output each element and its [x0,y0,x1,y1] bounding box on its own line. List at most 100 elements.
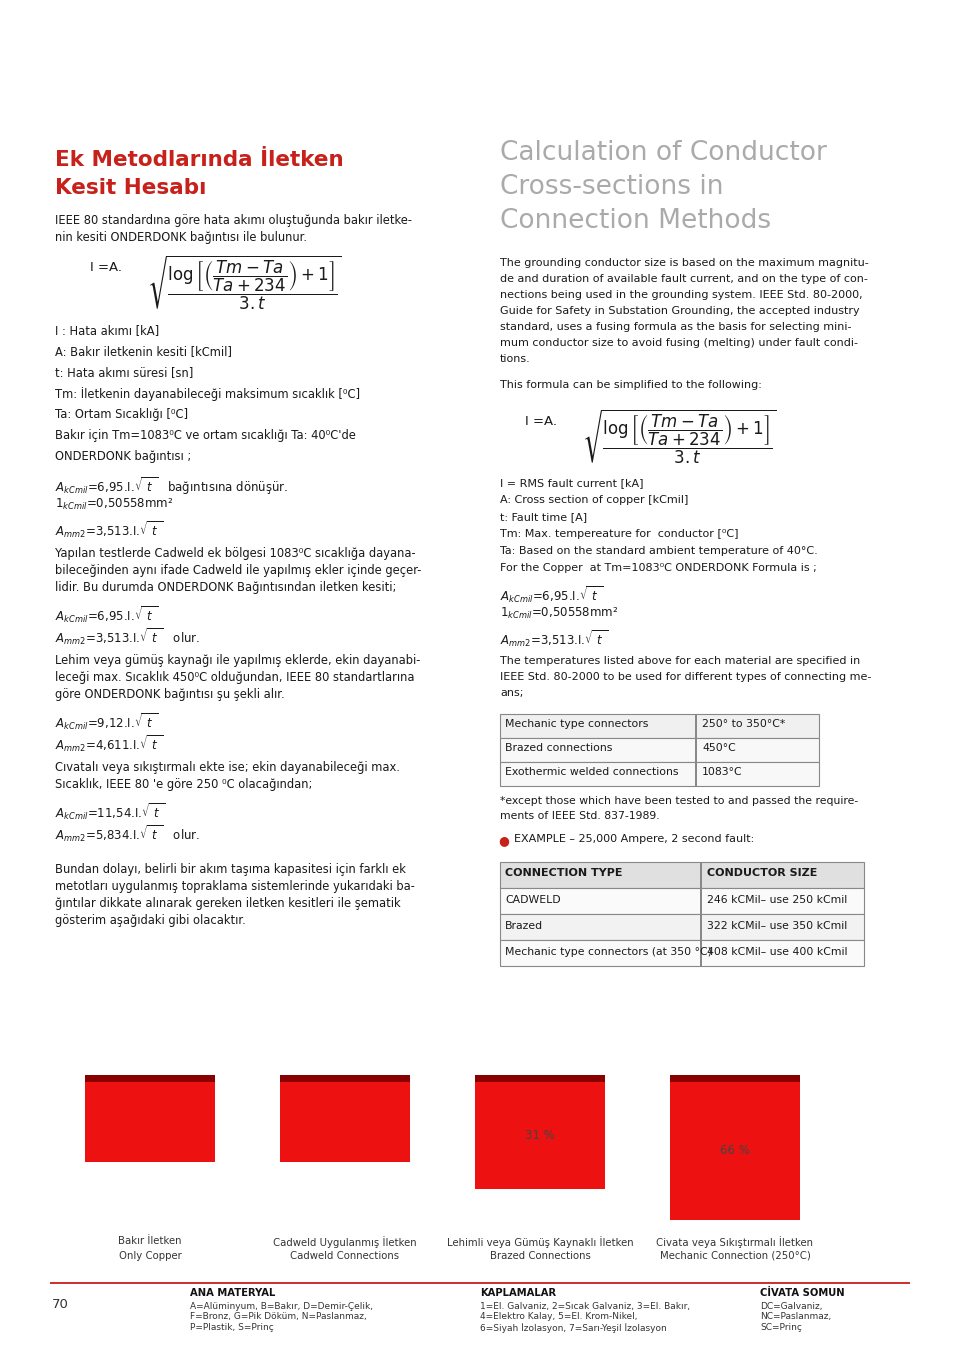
Text: RADSAN: RADSAN [38,100,82,114]
Text: Sıcaklık, IEEE 80 'e göre 250 ⁰C olacağından;: Sıcaklık, IEEE 80 'e göre 250 ⁰C olacağı… [55,777,312,791]
Bar [500,762,819,786]
Text: A: Cross section of copper [kCmil]: A: Cross section of copper [kCmil] [500,495,688,505]
Text: Brazed: Brazed [505,921,543,931]
Text: 1083°C: 1083°C [702,766,743,777]
Text: Tm: İletkenin dayanabileceği maksimum sıcaklık [⁰C]: Tm: İletkenin dayanabileceği maksimum sı… [55,387,360,400]
Text: Brazed connections: Brazed connections [505,743,612,753]
Text: $A_{kCmil}$=9,12.I.$\sqrt{\ t\ }$: $A_{kCmil}$=9,12.I.$\sqrt{\ t\ }$ [55,712,158,732]
Bar [700,941,702,967]
Text: $A_{kCmil}$=6,95.I.$\sqrt{\ t\ }$: $A_{kCmil}$=6,95.I.$\sqrt{\ t\ }$ [55,605,158,625]
Text: 250° to 350°C*: 250° to 350°C* [702,718,785,729]
Text: nections being used in the grounding system. IEEE Std. 80-2000,: nections being used in the grounding sys… [500,291,863,300]
Text: mum conductor size to avoid fusing (melting) under fault condi-: mum conductor size to avoid fusing (melt… [500,339,858,348]
Bar [50,1282,910,1285]
Text: ğıntılar dikkate alınarak gereken iletken kesitleri ile şematik: ğıntılar dikkate alınarak gereken iletke… [55,897,400,910]
Bar [500,862,864,888]
Text: CADWELD: CADWELD [505,895,561,905]
Text: metotları uygulanmış topraklama sistemlerinde yukarıdaki ba-: metotları uygulanmış topraklama sistemle… [55,880,415,893]
Text: Guide for Safety in Substation Grounding, the accepted industry: Guide for Safety in Substation Grounding… [500,306,859,315]
Text: Cadweld Uygulanmış İletken: Cadweld Uygulanmış İletken [274,1237,417,1248]
Text: bileceğinden aynı ifade Cadweld ile yapılmış ekler içinde geçer-: bileceğinden aynı ifade Cadweld ile yapı… [55,563,421,577]
Text: Cadweld Connections: Cadweld Connections [291,1250,399,1261]
Text: tions.: tions. [500,354,531,363]
Text: ans;: ans; [500,688,523,698]
Text: Ta: Ortam Sıcaklığı [⁰C]: Ta: Ortam Sıcaklığı [⁰C] [55,409,188,421]
Text: 408 kCMil– use 400 kCmil: 408 kCMil– use 400 kCmil [707,947,848,957]
Bar [695,738,697,762]
Text: $A_{kCmil}$=6,95.I.$\sqrt{\ t\ }$: $A_{kCmil}$=6,95.I.$\sqrt{\ t\ }$ [500,584,603,605]
Bar [700,914,702,941]
Bar [85,1075,215,1082]
Text: Cross-sections in: Cross-sections in [500,174,724,200]
Text: ONDERDONK bağıntısı ;: ONDERDONK bağıntısı ; [55,450,191,463]
Bar [280,1082,410,1163]
Text: 246 kCMil– use 250 kCmil: 246 kCMil– use 250 kCmil [707,895,848,905]
Text: Civata veya Sıkıştırmalı İletken: Civata veya Sıkıştırmalı İletken [657,1237,813,1248]
Text: 1=El. Galvaniz, 2=Sıcak Galvaniz, 3=El. Bakır,
4=Elektro Kalay, 5=El. Krom-Nikel: 1=El. Galvaniz, 2=Sıcak Galvaniz, 3=El. … [480,1302,690,1333]
Text: DC=Galvaniz,
NC=Paslanmaz,
SC=Prinç: DC=Galvaniz, NC=Paslanmaz, SC=Prinç [760,1302,831,1331]
Text: 450°C: 450°C [702,743,735,753]
Text: 31 %: 31 % [525,1130,555,1142]
Text: standard, uses a fusing formula as the basis for selecting mini-: standard, uses a fusing formula as the b… [500,322,852,332]
Text: Bundan dolayı, belirli bir akım taşıma kapasitesi için farklı ek: Bundan dolayı, belirli bir akım taşıma k… [55,862,406,876]
Text: The grounding conductor size is based on the maximum magnitu-: The grounding conductor size is based on… [500,258,869,267]
Bar [85,1082,215,1163]
Text: $A_{mm2}$=3,513.I.$\sqrt{\ t\ }$   olur.: $A_{mm2}$=3,513.I.$\sqrt{\ t\ }$ olur. [55,627,201,647]
Text: Mechanic type connectors: Mechanic type connectors [505,718,648,729]
Text: t: Hata akımı süresi [sn]: t: Hata akımı süresi [sn] [55,366,193,378]
Text: ANA MATERYAL: ANA MATERYAL [190,1287,276,1298]
Text: I =A.: I =A. [90,260,122,274]
Text: $\sqrt{\dfrac{\log\left[\left(\dfrac{Tm-Ta}{Ta+234}\right)+1\right]}{3.t}}$: $\sqrt{\dfrac{\log\left[\left(\dfrac{Tm-… [582,407,777,466]
Text: Brazed Connections: Brazed Connections [490,1250,590,1261]
Text: Connection Methods: Connection Methods [500,208,771,234]
Text: Only Copper: Only Copper [119,1250,181,1261]
Bar [695,714,697,738]
Text: $1_{kCmil}$=0,50558mm²: $1_{kCmil}$=0,50558mm² [500,606,618,621]
Text: gösterim aşağıdaki gibi olacaktır.: gösterim aşağıdaki gibi olacaktır. [55,914,246,927]
Text: Yapılan testlerde Cadweld ek bölgesi 1083⁰C sıcaklığa dayana-: Yapılan testlerde Cadweld ek bölgesi 108… [55,547,416,559]
Text: de and duration of available fault current, and on the type of con-: de and duration of available fault curre… [500,274,868,284]
Text: For the Copper  at Tm=1083⁰C ONDERDONK Formula is ;: For the Copper at Tm=1083⁰C ONDERDONK Fo… [500,563,817,573]
Text: A: Bakır iletkenin kesiti [kCmil]: A: Bakır iletkenin kesiti [kCmil] [55,345,232,358]
Text: 66 %: 66 % [720,1145,750,1157]
Text: Mechanic Connection (250°C): Mechanic Connection (250°C) [660,1250,810,1261]
Text: lidir. Bu durumda ONDERDONK Bağıntısından iletken kesiti;: lidir. Bu durumda ONDERDONK Bağıntısında… [55,581,396,594]
Text: CONDUCTOR SIZE: CONDUCTOR SIZE [707,868,817,877]
Text: Calculation of Conductor: Calculation of Conductor [500,140,827,166]
Bar [500,888,864,914]
Text: $A_{mm2}$=3,513.I.$\sqrt{\ t\ }$: $A_{mm2}$=3,513.I.$\sqrt{\ t\ }$ [55,520,164,540]
Text: Bakır için Tm=1083⁰C ve ortam sıcaklığı Ta: 40⁰C'de: Bakır için Tm=1083⁰C ve ortam sıcaklığı … [55,429,356,441]
Bar [840,0,878,55]
Text: EXAMPLE – 25,000 Ampere, 2 second fault:: EXAMPLE – 25,000 Ampere, 2 second fault: [514,834,755,845]
Text: Kesit Hesabı: Kesit Hesabı [55,178,206,197]
Bar [695,762,697,786]
Text: $A_{mm2}$=5,834.I.$\sqrt{\ t\ }$   olur.: $A_{mm2}$=5,834.I.$\sqrt{\ t\ }$ olur. [55,823,201,843]
Bar [280,1075,410,1082]
Text: $1_{kCmil}$=0,50558mm²: $1_{kCmil}$=0,50558mm² [55,498,174,513]
Text: *except those which have been tested to and passed the require-: *except those which have been tested to … [500,797,858,806]
Text: I =A.: I =A. [525,415,557,428]
Text: t: Fault time [A]: t: Fault time [A] [500,511,588,522]
Text: $A_{mm2}$=4,611.I.$\sqrt{\ t\ }$: $A_{mm2}$=4,611.I.$\sqrt{\ t\ }$ [55,733,164,754]
Text: CİVATA SOMUN: CİVATA SOMUN [760,1287,845,1298]
Text: This formula can be simplified to the following:: This formula can be simplified to the fo… [500,380,762,389]
Text: 322 kCMil– use 350 kCmil: 322 kCMil– use 350 kCmil [707,921,848,931]
Bar [700,888,702,914]
Text: I : Hata akımı [kA]: I : Hata akımı [kA] [55,324,159,337]
Text: IEEE Std. 80-2000 to be used for different types of connecting me-: IEEE Std. 80-2000 to be used for differe… [500,672,872,681]
Text: Lehim veya gümüş kaynağı ile yapılmış eklerde, ekin dayanabi-: Lehim veya gümüş kaynağı ile yapılmış ek… [55,654,420,668]
Text: $A_{kCmil}$=6,95.I.$\sqrt{\ t\ }$   bağıntısına dönüşür.: $A_{kCmil}$=6,95.I.$\sqrt{\ t\ }$ bağınt… [55,474,288,496]
Text: $A_{mm2}$=3,513.I.$\sqrt{\ t\ }$: $A_{mm2}$=3,513.I.$\sqrt{\ t\ }$ [500,628,609,648]
Text: ●: ● [498,834,509,847]
Text: IEEE 80 standardına göre hata akımı oluştuğunda bakır iletke-: IEEE 80 standardına göre hata akımı oluş… [55,214,412,228]
Text: Lehimli veya Gümüş Kaynaklı İletken: Lehimli veya Gümüş Kaynaklı İletken [446,1237,634,1248]
Bar [88,0,138,75]
Text: Ek Metodlarında İletken: Ek Metodlarında İletken [55,149,344,170]
Text: $A_{kCmil}$=11,54.I.$\sqrt{\ t\ }$: $A_{kCmil}$=11,54.I.$\sqrt{\ t\ }$ [55,801,165,821]
Bar [500,914,864,941]
Text: Mechanic type connectors (at 350 °C): Mechanic type connectors (at 350 °C) [505,947,712,957]
Text: Cıvatalı veya sıkıştırmalı ekte ise; ekin dayanabileceği max.: Cıvatalı veya sıkıştırmalı ekte ise; eki… [55,761,400,775]
Text: nin kesiti ONDERDONK bağıntısı ile bulunur.: nin kesiti ONDERDONK bağıntısı ile bulun… [55,230,307,244]
Text: CONNECTION TYPE: CONNECTION TYPE [505,868,622,877]
Bar [475,1082,605,1190]
